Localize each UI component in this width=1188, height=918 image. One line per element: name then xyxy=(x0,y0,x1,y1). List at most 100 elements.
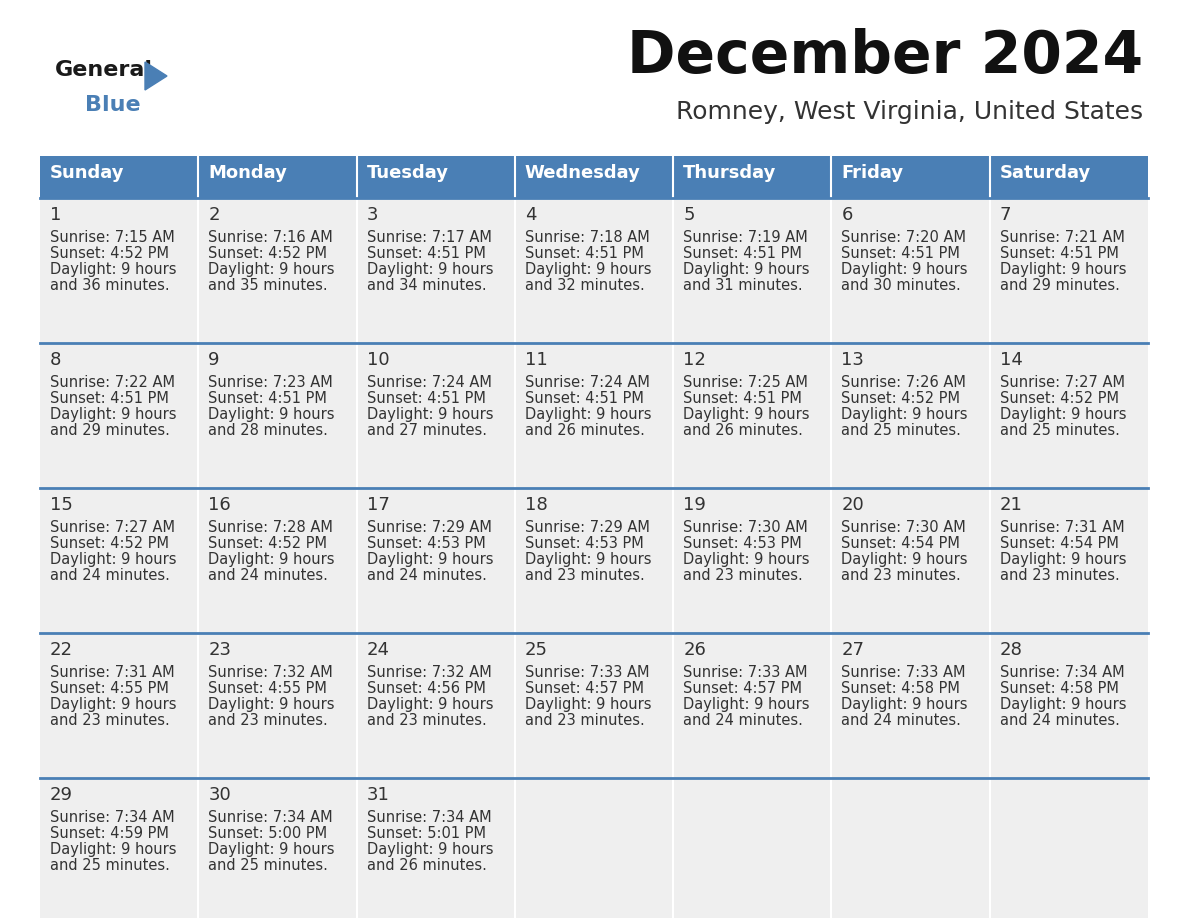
Text: and 35 minutes.: and 35 minutes. xyxy=(208,278,328,293)
Bar xyxy=(514,778,674,918)
Text: 15: 15 xyxy=(50,496,72,514)
Text: Daylight: 9 hours: Daylight: 9 hours xyxy=(1000,552,1126,567)
Text: and 23 minutes.: and 23 minutes. xyxy=(525,568,645,583)
Text: and 24 minutes.: and 24 minutes. xyxy=(367,568,486,583)
Bar xyxy=(990,488,1148,633)
Text: and 26 minutes.: and 26 minutes. xyxy=(683,423,803,438)
Text: and 23 minutes.: and 23 minutes. xyxy=(1000,568,1119,583)
Bar xyxy=(198,488,356,633)
Text: 31: 31 xyxy=(367,786,390,804)
Text: Daylight: 9 hours: Daylight: 9 hours xyxy=(208,407,335,422)
Text: 17: 17 xyxy=(367,496,390,514)
Bar xyxy=(198,343,356,488)
Text: General: General xyxy=(55,60,153,80)
Text: Daylight: 9 hours: Daylight: 9 hours xyxy=(367,407,493,422)
Text: and 24 minutes.: and 24 minutes. xyxy=(1000,713,1119,728)
Text: and 26 minutes.: and 26 minutes. xyxy=(367,858,486,873)
Text: Sunrise: 7:33 AM: Sunrise: 7:33 AM xyxy=(525,665,650,680)
Text: and 25 minutes.: and 25 minutes. xyxy=(841,423,961,438)
Text: Daylight: 9 hours: Daylight: 9 hours xyxy=(208,262,335,277)
Text: 25: 25 xyxy=(525,641,548,659)
Text: Sunrise: 7:24 AM: Sunrise: 7:24 AM xyxy=(367,375,492,390)
Text: Daylight: 9 hours: Daylight: 9 hours xyxy=(841,697,968,712)
Text: Sunrise: 7:22 AM: Sunrise: 7:22 AM xyxy=(50,375,175,390)
Text: Thursday: Thursday xyxy=(683,164,777,182)
Text: and 28 minutes.: and 28 minutes. xyxy=(208,423,328,438)
Text: Sunrise: 7:16 AM: Sunrise: 7:16 AM xyxy=(208,230,333,245)
Text: Daylight: 9 hours: Daylight: 9 hours xyxy=(683,407,810,422)
Text: Sunset: 4:52 PM: Sunset: 4:52 PM xyxy=(208,536,327,551)
Text: Daylight: 9 hours: Daylight: 9 hours xyxy=(1000,407,1126,422)
Text: Sunrise: 7:25 AM: Sunrise: 7:25 AM xyxy=(683,375,808,390)
Bar xyxy=(356,633,514,778)
Text: Daylight: 9 hours: Daylight: 9 hours xyxy=(683,262,810,277)
Bar xyxy=(356,488,514,633)
Text: 27: 27 xyxy=(841,641,865,659)
Text: 13: 13 xyxy=(841,351,865,369)
Text: Daylight: 9 hours: Daylight: 9 hours xyxy=(1000,262,1126,277)
Text: Friday: Friday xyxy=(841,164,904,182)
Text: 10: 10 xyxy=(367,351,390,369)
Text: Sunrise: 7:29 AM: Sunrise: 7:29 AM xyxy=(525,520,650,535)
Bar xyxy=(40,156,198,198)
Bar xyxy=(198,156,356,198)
Text: 22: 22 xyxy=(50,641,72,659)
Text: and 24 minutes.: and 24 minutes. xyxy=(50,568,170,583)
Bar xyxy=(40,488,198,633)
Text: Wednesday: Wednesday xyxy=(525,164,640,182)
Text: Sunrise: 7:34 AM: Sunrise: 7:34 AM xyxy=(50,810,175,825)
Text: 11: 11 xyxy=(525,351,548,369)
Text: 1: 1 xyxy=(50,206,62,224)
Text: Sunset: 4:55 PM: Sunset: 4:55 PM xyxy=(208,681,327,696)
Text: December 2024: December 2024 xyxy=(627,28,1143,85)
Text: 20: 20 xyxy=(841,496,864,514)
Bar xyxy=(514,488,674,633)
Text: Sunrise: 7:34 AM: Sunrise: 7:34 AM xyxy=(1000,665,1124,680)
Bar xyxy=(990,343,1148,488)
Text: 29: 29 xyxy=(50,786,72,804)
Text: Sunset: 4:51 PM: Sunset: 4:51 PM xyxy=(367,391,486,406)
Text: Daylight: 9 hours: Daylight: 9 hours xyxy=(50,407,177,422)
Text: 9: 9 xyxy=(208,351,220,369)
Text: Sunset: 4:54 PM: Sunset: 4:54 PM xyxy=(841,536,960,551)
Text: Daylight: 9 hours: Daylight: 9 hours xyxy=(50,552,177,567)
Text: Sunset: 4:58 PM: Sunset: 4:58 PM xyxy=(841,681,960,696)
Text: and 32 minutes.: and 32 minutes. xyxy=(525,278,645,293)
Bar xyxy=(198,198,356,343)
Text: Daylight: 9 hours: Daylight: 9 hours xyxy=(525,407,651,422)
Bar xyxy=(40,198,198,343)
Text: Sunset: 4:52 PM: Sunset: 4:52 PM xyxy=(841,391,960,406)
Text: Sunrise: 7:26 AM: Sunrise: 7:26 AM xyxy=(841,375,966,390)
Text: Sunrise: 7:28 AM: Sunrise: 7:28 AM xyxy=(208,520,333,535)
Text: Sunrise: 7:17 AM: Sunrise: 7:17 AM xyxy=(367,230,492,245)
Text: 5: 5 xyxy=(683,206,695,224)
Text: Sunrise: 7:18 AM: Sunrise: 7:18 AM xyxy=(525,230,650,245)
Text: Sunset: 4:51 PM: Sunset: 4:51 PM xyxy=(1000,246,1119,261)
Text: Sunset: 4:58 PM: Sunset: 4:58 PM xyxy=(1000,681,1119,696)
Text: Daylight: 9 hours: Daylight: 9 hours xyxy=(841,552,968,567)
Bar xyxy=(514,343,674,488)
Text: Daylight: 9 hours: Daylight: 9 hours xyxy=(841,407,968,422)
Text: Sunset: 5:00 PM: Sunset: 5:00 PM xyxy=(208,826,328,841)
Text: Sunset: 4:59 PM: Sunset: 4:59 PM xyxy=(50,826,169,841)
Text: 24: 24 xyxy=(367,641,390,659)
Text: Daylight: 9 hours: Daylight: 9 hours xyxy=(208,552,335,567)
Bar xyxy=(356,198,514,343)
Text: Sunset: 4:57 PM: Sunset: 4:57 PM xyxy=(525,681,644,696)
Text: Sunrise: 7:32 AM: Sunrise: 7:32 AM xyxy=(208,665,333,680)
Bar xyxy=(356,156,514,198)
Text: Daylight: 9 hours: Daylight: 9 hours xyxy=(367,262,493,277)
Text: and 23 minutes.: and 23 minutes. xyxy=(50,713,170,728)
Text: and 23 minutes.: and 23 minutes. xyxy=(683,568,803,583)
Bar xyxy=(514,156,674,198)
Text: 19: 19 xyxy=(683,496,706,514)
Text: Sunrise: 7:27 AM: Sunrise: 7:27 AM xyxy=(1000,375,1125,390)
Text: and 25 minutes.: and 25 minutes. xyxy=(208,858,328,873)
Text: Sunset: 4:52 PM: Sunset: 4:52 PM xyxy=(50,536,169,551)
Text: Sunrise: 7:33 AM: Sunrise: 7:33 AM xyxy=(683,665,808,680)
Text: 2: 2 xyxy=(208,206,220,224)
Text: Sunrise: 7:24 AM: Sunrise: 7:24 AM xyxy=(525,375,650,390)
Text: and 34 minutes.: and 34 minutes. xyxy=(367,278,486,293)
Text: Daylight: 9 hours: Daylight: 9 hours xyxy=(50,697,177,712)
Text: Sunset: 4:52 PM: Sunset: 4:52 PM xyxy=(1000,391,1119,406)
